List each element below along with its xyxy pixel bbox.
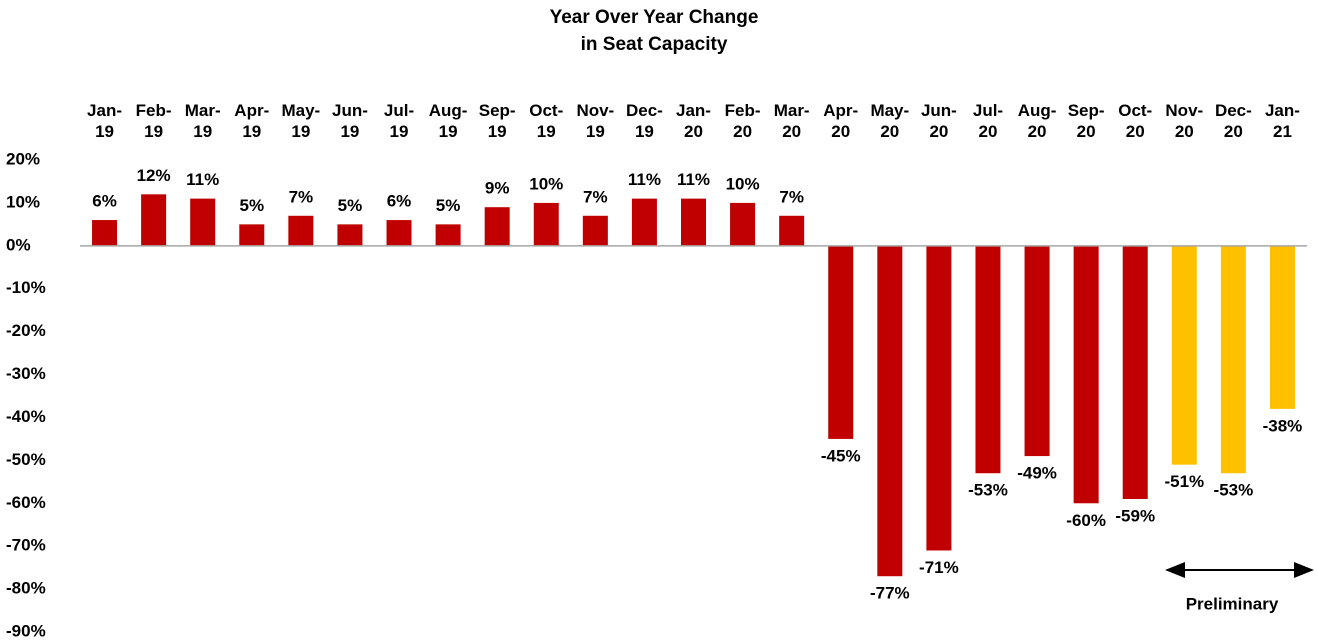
- bar: [779, 215, 805, 246]
- y-tick-label: -60%: [6, 493, 46, 512]
- x-tick-label: Jun-19: [332, 101, 368, 141]
- y-tick-label: -80%: [6, 579, 46, 598]
- x-tick-label: Jun-20: [921, 101, 957, 141]
- data-label: 6%: [387, 192, 412, 211]
- data-label: 10%: [726, 174, 760, 193]
- x-tick-label: Mar-20: [774, 101, 810, 141]
- data-label: -71%: [919, 558, 959, 577]
- bar: [484, 207, 510, 246]
- bar: [337, 224, 363, 246]
- x-tick-label: Nov-19: [576, 101, 614, 141]
- data-label: -53%: [968, 481, 1008, 500]
- x-tick-label: Apr-19: [234, 101, 269, 141]
- x-tick-label: Nov-20: [1165, 101, 1203, 141]
- bar: [1269, 245, 1295, 409]
- bar: [1171, 245, 1197, 465]
- bar: [681, 198, 706, 246]
- y-tick-label: 0%: [6, 235, 31, 254]
- data-label: -77%: [870, 584, 910, 603]
- bar: [828, 245, 854, 439]
- chart-title: in Seat Capacity: [581, 34, 728, 55]
- y-tick-label: -10%: [6, 278, 46, 297]
- x-tick-label: Jul-19: [384, 101, 414, 141]
- x-tick-label: May-19: [281, 101, 320, 141]
- data-label: 11%: [677, 170, 710, 189]
- data-label: -59%: [1115, 506, 1155, 525]
- data-label: 5%: [239, 196, 264, 215]
- data-label: 10%: [529, 174, 563, 193]
- y-tick-label: 10%: [6, 192, 40, 211]
- data-label: -60%: [1066, 511, 1106, 530]
- bar: [582, 215, 608, 246]
- data-label: 7%: [779, 187, 804, 206]
- x-tick-label: Jan-19: [87, 101, 122, 141]
- x-tick-label: Sep-20: [1068, 101, 1105, 141]
- data-label: 7%: [289, 187, 314, 206]
- y-tick-label: 20%: [6, 149, 40, 168]
- bar: [92, 220, 118, 246]
- bar: [1220, 245, 1246, 474]
- x-tick-label: Oct-20: [1118, 101, 1152, 141]
- data-label: 11%: [628, 170, 661, 189]
- x-tick-label: May-20: [870, 101, 909, 141]
- bar: [239, 224, 265, 246]
- x-tick-label: Feb-19: [136, 101, 172, 141]
- data-label: 12%: [137, 166, 171, 185]
- x-tick-label: Jan-21: [1265, 101, 1300, 141]
- bar: [1073, 245, 1099, 504]
- y-tick-label: -50%: [6, 450, 46, 469]
- y-tick-label: -40%: [6, 407, 46, 426]
- bar: [1024, 245, 1050, 457]
- x-tick-label: Aug-20: [1018, 101, 1057, 141]
- bar: [386, 220, 412, 246]
- data-label: -51%: [1164, 472, 1204, 491]
- x-tick-label: Apr-20: [823, 101, 858, 141]
- data-label: -38%: [1263, 416, 1303, 435]
- bar: [141, 194, 167, 246]
- chart-title: Year Over Year Change: [550, 7, 759, 28]
- x-tick-label: Mar-19: [185, 101, 221, 141]
- y-tick-label: -70%: [6, 536, 46, 555]
- x-tick-label: Jan-20: [676, 101, 711, 141]
- data-label: -49%: [1017, 464, 1057, 483]
- bar: [533, 202, 559, 246]
- x-tick-label: Dec-19: [626, 101, 663, 141]
- bar: [1122, 245, 1148, 499]
- data-label: 7%: [583, 187, 608, 206]
- x-tick-label: Jul-20: [973, 101, 1003, 141]
- bar: [288, 215, 314, 246]
- y-tick-label: -30%: [6, 364, 46, 383]
- x-tick-label: Dec-20: [1215, 101, 1252, 141]
- data-label: -53%: [1214, 481, 1254, 500]
- x-tick-label: Sep-19: [479, 101, 516, 141]
- data-label: -45%: [821, 446, 861, 465]
- data-label: 11%: [186, 170, 219, 189]
- annotation: Preliminary: [1186, 594, 1279, 613]
- data-label: 5%: [338, 196, 363, 215]
- bar: [435, 224, 461, 246]
- bar: [631, 198, 657, 246]
- bar: [730, 202, 756, 246]
- data-label: 6%: [92, 192, 117, 211]
- x-tick-label: Aug-19: [429, 101, 468, 141]
- bar: [926, 245, 952, 551]
- bar: [190, 198, 216, 246]
- bar: [877, 245, 903, 577]
- data-label: 9%: [485, 179, 510, 198]
- bar: [975, 245, 1001, 474]
- y-tick-label: -20%: [6, 321, 46, 340]
- data-label: 5%: [436, 196, 461, 215]
- x-tick-label: Feb-20: [725, 101, 761, 141]
- x-tick-label: Oct-19: [529, 101, 563, 141]
- y-tick-label: -90%: [6, 621, 46, 640]
